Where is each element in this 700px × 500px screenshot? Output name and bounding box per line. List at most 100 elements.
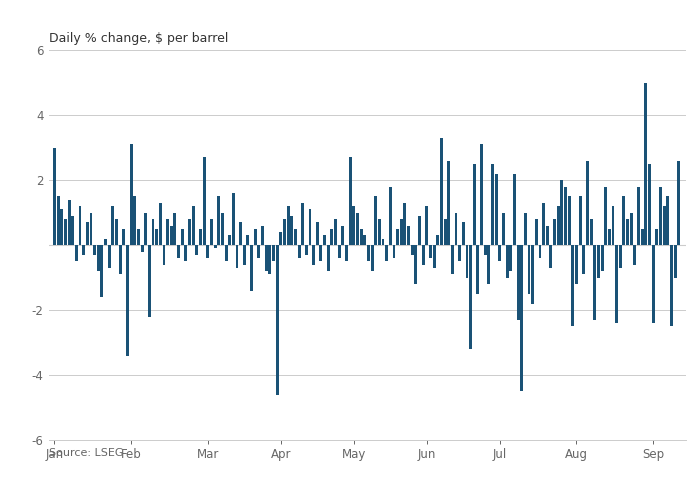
Bar <box>298 245 300 258</box>
Bar <box>97 245 99 271</box>
Bar <box>462 222 465 245</box>
Bar <box>480 144 483 245</box>
Bar <box>666 196 669 245</box>
Bar <box>254 229 257 245</box>
Bar <box>225 245 228 261</box>
Bar <box>677 160 680 245</box>
Bar <box>382 238 384 245</box>
Bar <box>111 206 114 245</box>
Bar <box>301 203 304 245</box>
Bar <box>626 219 629 245</box>
Bar <box>553 219 556 245</box>
Bar <box>327 245 330 271</box>
Bar <box>389 186 392 245</box>
Bar <box>612 206 615 245</box>
Bar <box>352 206 356 245</box>
Bar <box>93 245 96 255</box>
Bar <box>594 245 596 320</box>
Bar <box>363 236 366 245</box>
Bar <box>513 174 516 245</box>
Bar <box>564 186 567 245</box>
Bar <box>538 245 541 258</box>
Bar <box>429 245 432 258</box>
Bar <box>466 245 468 278</box>
Bar <box>469 245 472 349</box>
Bar <box>663 206 666 245</box>
Bar <box>272 245 275 261</box>
Bar <box>528 245 531 294</box>
Bar <box>670 245 673 326</box>
Bar <box>550 245 552 268</box>
Bar <box>652 245 654 323</box>
Bar <box>510 245 512 271</box>
Bar <box>484 245 486 255</box>
Bar <box>615 245 618 323</box>
Bar <box>411 245 414 255</box>
Bar <box>75 245 78 261</box>
Bar <box>319 245 323 261</box>
Bar <box>148 245 150 316</box>
Bar <box>345 245 348 261</box>
Bar <box>403 203 407 245</box>
Bar <box>597 245 600 278</box>
Bar <box>556 206 560 245</box>
Bar <box>115 219 118 245</box>
Bar <box>203 157 206 245</box>
Bar <box>82 245 85 255</box>
Bar <box>192 206 195 245</box>
Bar <box>360 229 363 245</box>
Bar <box>235 245 239 268</box>
Bar <box>531 245 534 304</box>
Bar <box>177 245 180 258</box>
Bar <box>60 209 63 245</box>
Bar <box>323 236 326 245</box>
Text: Daily % change, $ per barrel: Daily % change, $ per barrel <box>49 32 228 44</box>
Bar <box>426 206 428 245</box>
Bar <box>400 219 402 245</box>
Bar <box>78 206 81 245</box>
Bar <box>542 203 545 245</box>
Bar <box>57 196 60 245</box>
Bar <box>356 212 359 245</box>
Bar <box>418 216 421 245</box>
Bar <box>108 245 111 268</box>
Text: Source: LSEG: Source: LSEG <box>49 448 123 458</box>
Bar <box>68 200 71 245</box>
Bar <box>396 229 399 245</box>
Bar <box>337 245 341 258</box>
Bar <box>393 245 395 258</box>
Bar <box>414 245 417 284</box>
Bar <box>634 245 636 264</box>
Bar <box>279 232 282 245</box>
Bar <box>184 245 188 261</box>
Bar <box>378 219 381 245</box>
Bar <box>144 212 147 245</box>
Bar <box>152 219 155 245</box>
Bar <box>648 164 651 245</box>
Bar <box>305 245 308 255</box>
Bar <box>268 245 272 274</box>
Bar <box>561 180 564 245</box>
Bar <box>535 219 538 245</box>
Bar <box>239 222 242 245</box>
Bar <box>342 226 344 245</box>
Bar <box>601 245 603 271</box>
Bar <box>312 245 315 264</box>
Bar <box>505 245 509 278</box>
Bar <box>374 196 377 245</box>
Bar <box>491 164 494 245</box>
Bar <box>582 245 585 274</box>
Bar <box>206 245 209 258</box>
Bar <box>217 196 220 245</box>
Bar <box>104 238 107 245</box>
Bar <box>276 245 279 394</box>
Bar <box>126 245 129 356</box>
Bar <box>228 236 231 245</box>
Bar <box>407 226 410 245</box>
Bar <box>53 148 56 245</box>
Bar <box>155 229 158 245</box>
Bar <box>520 245 523 391</box>
Bar <box>181 229 183 245</box>
Bar <box>622 196 625 245</box>
Bar <box>334 219 337 245</box>
